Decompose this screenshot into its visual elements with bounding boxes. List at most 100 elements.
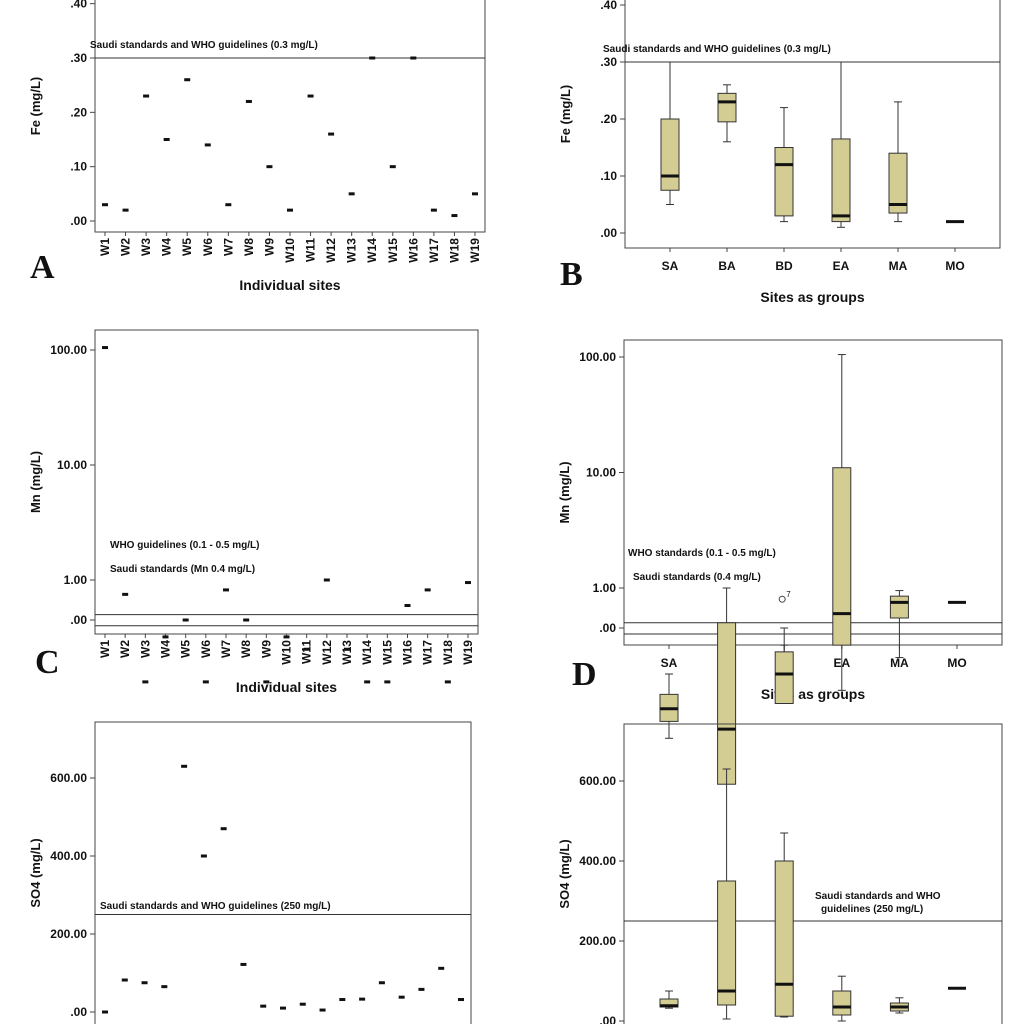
data-point [240, 962, 247, 966]
y-tick-label: .30 [70, 51, 87, 65]
x-tick-label: W13 [345, 238, 359, 263]
data-point [319, 1008, 326, 1012]
x-tick-label: W5 [179, 640, 193, 658]
x-tick-label: W4 [160, 238, 174, 256]
panel-label: B [560, 256, 583, 293]
x-tick-label: W16 [401, 640, 415, 665]
data-point [339, 998, 346, 1002]
x-tick-label: W15 [386, 238, 400, 263]
x-tick-label: SA [661, 656, 678, 670]
data-point [438, 966, 445, 970]
y-tick-label: 10.00 [57, 458, 87, 472]
x-tick-label: W9 [259, 640, 273, 658]
x-tick-label: W3 [138, 640, 152, 658]
data-point [348, 192, 355, 196]
y-axis-label: Fe (mg/L) [28, 77, 43, 136]
y-tick-label: 200.00 [579, 934, 616, 948]
x-tick-label: W13 [340, 640, 354, 665]
box-iqr [660, 118, 680, 191]
x-tick-label: W15 [380, 640, 394, 665]
x-tick-label: W14 [360, 640, 374, 665]
y-tick-label: 100.00 [50, 343, 87, 357]
plot-frame [623, 339, 1003, 646]
x-tick-label: W6 [201, 238, 215, 256]
panel-c: .00 1.00 10.00 100.00 Mn (mg/L) W1 W2 W3 W4 W5 W6 W… [28, 329, 479, 695]
reference-line-label: Saudi standards and WHO guidelines (250 … [100, 901, 331, 912]
panel-label: D [572, 656, 597, 693]
reference-line-label: Saudi standards (Mn 0.4 mg/L) [110, 564, 255, 575]
reference-line-label: WHO standards (0.1 - 0.5 mg/L) [628, 548, 776, 559]
data-point [451, 214, 458, 218]
outlier-label: 7 [786, 590, 791, 599]
data-point [121, 978, 128, 982]
x-tick-label: W6 [199, 640, 213, 658]
data-point [202, 680, 209, 684]
x-tick-label: W1 [98, 640, 112, 658]
y-tick-label: .00 [70, 1005, 87, 1019]
data-point [328, 132, 335, 136]
data-point [364, 680, 371, 684]
box-iqr [774, 651, 794, 705]
x-tick-label: W12 [324, 238, 338, 263]
data-point [359, 997, 366, 1001]
reference-line-label: Saudi standards and WHO guidelines (0.3 … [603, 44, 831, 55]
x-tick-label: SA [662, 259, 679, 273]
y-tick-label: 10.00 [586, 466, 616, 480]
x-tick-label: W3 [139, 238, 153, 256]
x-tick-label: EA [833, 259, 850, 273]
data-point [344, 647, 350, 651]
data-point [424, 588, 431, 592]
data-point [161, 985, 168, 989]
y-tick-label: 400.00 [579, 854, 616, 868]
data-point [307, 94, 314, 98]
x-tick-label: W1 [98, 238, 112, 256]
data-point [472, 192, 478, 196]
data-point [378, 981, 385, 985]
x-tick-label: W8 [242, 238, 256, 256]
data-point [181, 764, 188, 768]
y-tick-label: .40 [600, 0, 617, 12]
box-iqr [717, 92, 737, 123]
reference-line-label: Saudi standards (0.4 mg/L) [633, 572, 761, 583]
reference-line-label: Saudi standards and WHO guidelines (250 m… [815, 891, 941, 915]
data-point [458, 998, 464, 1002]
x-tick-label: MO [947, 656, 966, 670]
data-point [299, 1002, 306, 1006]
x-tick-label: W4 [159, 640, 173, 658]
y-tick-label: .30 [600, 55, 617, 69]
panel-b: .00 .10 .20 .30 .40 Fe (mg/L) SA BA BD EA MA MO Site… [558, 0, 1001, 305]
x-tick-label: W17 [421, 640, 435, 665]
y-tick-label: .40 [70, 0, 87, 11]
y-axis-label: Mn (mg/L) [28, 451, 43, 513]
y-tick-label: .20 [70, 105, 87, 119]
x-tick-label: W18 [441, 640, 455, 665]
data-point [102, 203, 108, 207]
x-tick-label: W7 [221, 238, 235, 256]
reference-line-label: Saudi standards and WHO guidelines (0.3 … [90, 40, 318, 51]
outlier-point [778, 595, 786, 603]
plot-frame [94, 0, 486, 233]
panel-label: C [35, 644, 60, 681]
x-tick-label: W2 [119, 238, 133, 256]
x-tick-label: W16 [406, 238, 420, 263]
data-point [182, 618, 189, 622]
panel-a: .00 .10 .20 .30 .40 Fe (mg/L) W1 W2 W3 W4 W5 W6 W7 W8… [28, 0, 486, 293]
y-tick-label: 1.00 [64, 573, 88, 587]
x-tick-label: W18 [447, 238, 461, 263]
x-tick-label: W19 [461, 640, 475, 665]
data-point [162, 635, 169, 639]
data-point [287, 208, 293, 212]
x-tick-label: W10 [280, 640, 294, 665]
y-tick-label: .00 [599, 1014, 616, 1024]
y-tick-label: .10 [600, 169, 617, 183]
x-axis-label: Individual sites [239, 277, 340, 293]
y-axis-label: SO4 (mg/L) [557, 839, 572, 908]
x-tick-label: MO [945, 259, 964, 273]
y-tick-label: .00 [600, 226, 617, 240]
box-iqr [832, 990, 852, 1016]
plot-frame [624, 0, 1001, 249]
data-point [204, 143, 211, 147]
data-point [142, 680, 149, 684]
